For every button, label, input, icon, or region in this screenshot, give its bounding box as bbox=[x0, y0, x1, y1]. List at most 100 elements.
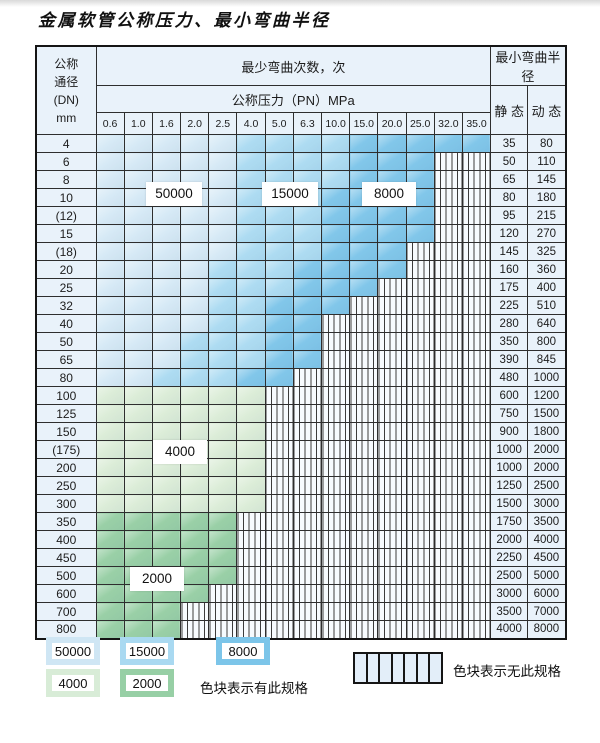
spec-cell bbox=[320, 512, 351, 531]
spec-cell bbox=[320, 440, 351, 459]
spec-cell bbox=[320, 530, 351, 549]
static-header: 静 态 bbox=[490, 85, 529, 135]
spec-cell bbox=[264, 494, 294, 513]
spec-cell bbox=[123, 350, 153, 369]
spec-cell bbox=[236, 602, 266, 621]
spec-cell bbox=[349, 296, 379, 315]
table-row: 600 3000 6000 bbox=[35, 584, 567, 603]
spec-cell bbox=[320, 422, 351, 441]
spec-cell bbox=[151, 350, 182, 369]
spec-cell bbox=[461, 476, 492, 495]
spec-cell bbox=[433, 206, 463, 225]
corner-line-2: 通径 bbox=[54, 74, 79, 89]
spec-cell bbox=[180, 368, 210, 387]
dynamic-cell: 180 bbox=[527, 188, 567, 207]
dn-cell: 6 bbox=[35, 152, 97, 171]
spec-cell bbox=[208, 566, 238, 585]
dynamic-cell: 80 bbox=[527, 134, 567, 153]
spec-cell bbox=[208, 476, 238, 495]
dynamic-cell: 3000 bbox=[527, 494, 567, 513]
spec-cell bbox=[236, 494, 266, 513]
static-cell: 1250 bbox=[490, 476, 529, 495]
spec-cell bbox=[180, 278, 210, 297]
spec-cell bbox=[377, 368, 407, 387]
spec-cell bbox=[377, 494, 407, 513]
spec-cell bbox=[292, 530, 323, 549]
spec-cell bbox=[180, 386, 210, 405]
spec-cell bbox=[151, 152, 182, 171]
spec-cell bbox=[461, 620, 492, 639]
spec-cell bbox=[180, 404, 210, 423]
spec-cell bbox=[405, 584, 435, 603]
dn-cell: (18) bbox=[35, 242, 97, 261]
spec-cell bbox=[461, 170, 492, 189]
spec-cell bbox=[123, 494, 153, 513]
dynamic-cell: 640 bbox=[527, 314, 567, 333]
spec-cell bbox=[123, 602, 153, 621]
spec-cell bbox=[208, 188, 238, 207]
table-row: 20 160 360 bbox=[35, 260, 567, 279]
static-cell: 145 bbox=[490, 242, 529, 261]
spec-cell bbox=[405, 206, 435, 225]
spec-cell bbox=[405, 350, 435, 369]
spec-cell bbox=[236, 314, 266, 333]
spec-cell bbox=[349, 134, 379, 153]
dn-cell: 50 bbox=[35, 332, 97, 351]
spec-cell bbox=[151, 278, 182, 297]
spec-cell bbox=[123, 134, 153, 153]
spec-cell bbox=[405, 368, 435, 387]
spec-cell bbox=[461, 386, 492, 405]
spec-cell bbox=[208, 224, 238, 243]
dynamic-cell: 2500 bbox=[527, 476, 567, 495]
spec-cell bbox=[405, 134, 435, 153]
spec-cell bbox=[405, 422, 435, 441]
spec-cell bbox=[349, 152, 379, 171]
spec-cell bbox=[292, 152, 323, 171]
spec-cell bbox=[151, 314, 182, 333]
spec-cell bbox=[292, 260, 323, 279]
spec-cell bbox=[320, 152, 351, 171]
spec-cell bbox=[433, 476, 463, 495]
spec-cell bbox=[123, 296, 153, 315]
static-cell: 2250 bbox=[490, 548, 529, 567]
spec-cell bbox=[292, 332, 323, 351]
spec-cell bbox=[236, 260, 266, 279]
spec-cell bbox=[433, 440, 463, 459]
pressure-value: 32.0 bbox=[433, 112, 463, 135]
spec-cell bbox=[264, 134, 294, 153]
spec-cell bbox=[320, 584, 351, 603]
table-row: 350 1750 3500 bbox=[35, 512, 567, 531]
spec-cell bbox=[320, 368, 351, 387]
spec-cell bbox=[236, 566, 266, 585]
spec-cell bbox=[123, 260, 153, 279]
pressure-value: 5.0 bbox=[264, 112, 294, 135]
table-row: 25 175 400 bbox=[35, 278, 567, 297]
dn-cell: 800 bbox=[35, 620, 97, 639]
spec-cell bbox=[292, 440, 323, 459]
spec-cell bbox=[461, 188, 492, 207]
spec-cell bbox=[405, 476, 435, 495]
spec-cell bbox=[95, 386, 125, 405]
spec-cell bbox=[208, 512, 238, 531]
spec-cell bbox=[95, 134, 125, 153]
spec-cell bbox=[123, 422, 153, 441]
spec-cell bbox=[377, 278, 407, 297]
spec-cell bbox=[123, 332, 153, 351]
spec-cell bbox=[349, 278, 379, 297]
spec-cell bbox=[123, 620, 153, 639]
spec-cell bbox=[377, 530, 407, 549]
spec-cell bbox=[405, 404, 435, 423]
spec-cell bbox=[236, 134, 266, 153]
spec-cell bbox=[461, 422, 492, 441]
spec-cell bbox=[433, 224, 463, 243]
table-row: 125 750 1500 bbox=[35, 404, 567, 423]
spec-cell bbox=[433, 350, 463, 369]
spec-cell bbox=[349, 512, 379, 531]
spec-cell bbox=[264, 422, 294, 441]
spec-cell bbox=[95, 422, 125, 441]
table-row: 50 350 800 bbox=[35, 332, 567, 351]
spec-cell bbox=[405, 620, 435, 639]
table-row: 80 480 1000 bbox=[35, 368, 567, 387]
dynamic-cell: 215 bbox=[527, 206, 567, 225]
static-cell: 50 bbox=[490, 152, 529, 171]
